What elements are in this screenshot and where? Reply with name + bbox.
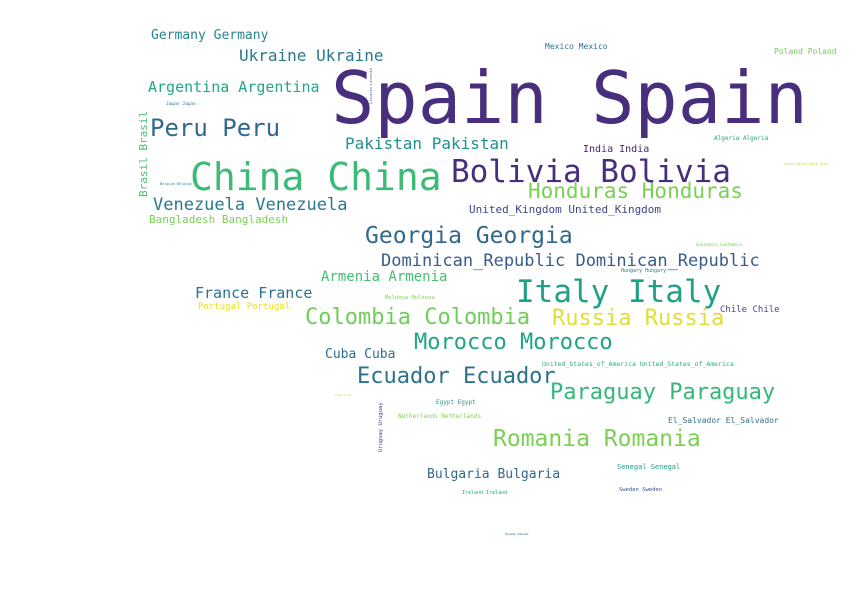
word-chile: Chile Chile — [720, 305, 780, 315]
word-mexico: Mexico Mexico — [545, 42, 608, 51]
word-hungary: Hungary Hungary — [621, 268, 667, 274]
word-georgia: Georgia Georgia — [365, 223, 573, 249]
word-iran: Iran Iran — [335, 393, 352, 397]
word-france: France France — [195, 284, 313, 302]
word-romania: Romania Romania — [493, 426, 701, 452]
word-ecuador: Ecuador Ecuador — [357, 364, 556, 389]
word-china: China China — [190, 155, 442, 199]
word-india: India India — [583, 144, 650, 155]
word-united-kingdom: United_Kingdom United_Kingdom — [469, 203, 662, 216]
word-spain: Spain Spain — [331, 56, 808, 140]
word-cuba: Cuba Cuba — [325, 347, 396, 362]
word-algeria: Algeria Algeria — [714, 135, 769, 142]
word-italy: Italy Italy — [516, 274, 722, 310]
word-egypt: Egypt Egypt — [436, 399, 476, 406]
word-pakistan: Pakistan Pakistan — [345, 134, 509, 153]
word-poland: Poland Poland — [774, 47, 837, 56]
word-japan: Japan Japan — [166, 102, 196, 107]
word-dominican-republic: Dominican_Republic Dominican_Republic — [381, 251, 760, 271]
word-brasil: Brasil Brasil — [137, 110, 150, 197]
word-lituania: Lituania Lituania — [369, 68, 373, 104]
word-belgium: Belgium Belgium — [160, 182, 192, 186]
word-bolivia: Bolivia Bolivia — [451, 154, 731, 190]
word-bulgaria: Bulgaria Bulgaria — [427, 467, 561, 482]
word-armenia: Armenia Armenia — [321, 269, 448, 285]
word-guatemala: Guatemala Guatemala — [696, 242, 742, 247]
word-portugal: Portugal Portugal — [198, 302, 291, 312]
word-colombia: Colombia Colombia — [305, 305, 531, 330]
word-costa-rica: Costa_Rica Costa_Rica — [784, 162, 829, 166]
word-united-states-of-america: United_States_of_America United_States_o… — [542, 360, 734, 368]
word-argentina: Argentina Argentina — [148, 78, 320, 96]
word-germany: Germany Germany — [151, 28, 269, 43]
word-ukraine: Ukraine Ukraine — [239, 46, 384, 65]
word-venezuela: Venezuela Venezuela — [153, 195, 348, 215]
word-panama: Panama Panama — [505, 532, 529, 536]
word-ireland: Ireland Ireland — [462, 490, 508, 496]
word-bangladesh: Bangladesh Bangladesh — [149, 213, 289, 226]
word-honduras: Honduras Honduras — [528, 179, 743, 203]
word-uruguay: Uruguay Uruguay — [378, 402, 384, 452]
word-el-salvador: El_Salvador El_Salvador — [668, 416, 779, 425]
word-peru: Peru Peru — [150, 114, 281, 142]
word-russia: Russia Russia — [552, 306, 725, 331]
word-netherlands: Netherlands Netherlands — [398, 413, 482, 420]
word-senegal: Senegal Senegal — [617, 463, 681, 471]
word-sweden: Sweden Sweden — [619, 487, 663, 493]
word-morocco: Morocco Morocco — [414, 330, 613, 355]
word-moldova: Moldova Moldova — [385, 295, 435, 301]
word-paraguay: Paraguay Paraguay — [550, 380, 776, 405]
